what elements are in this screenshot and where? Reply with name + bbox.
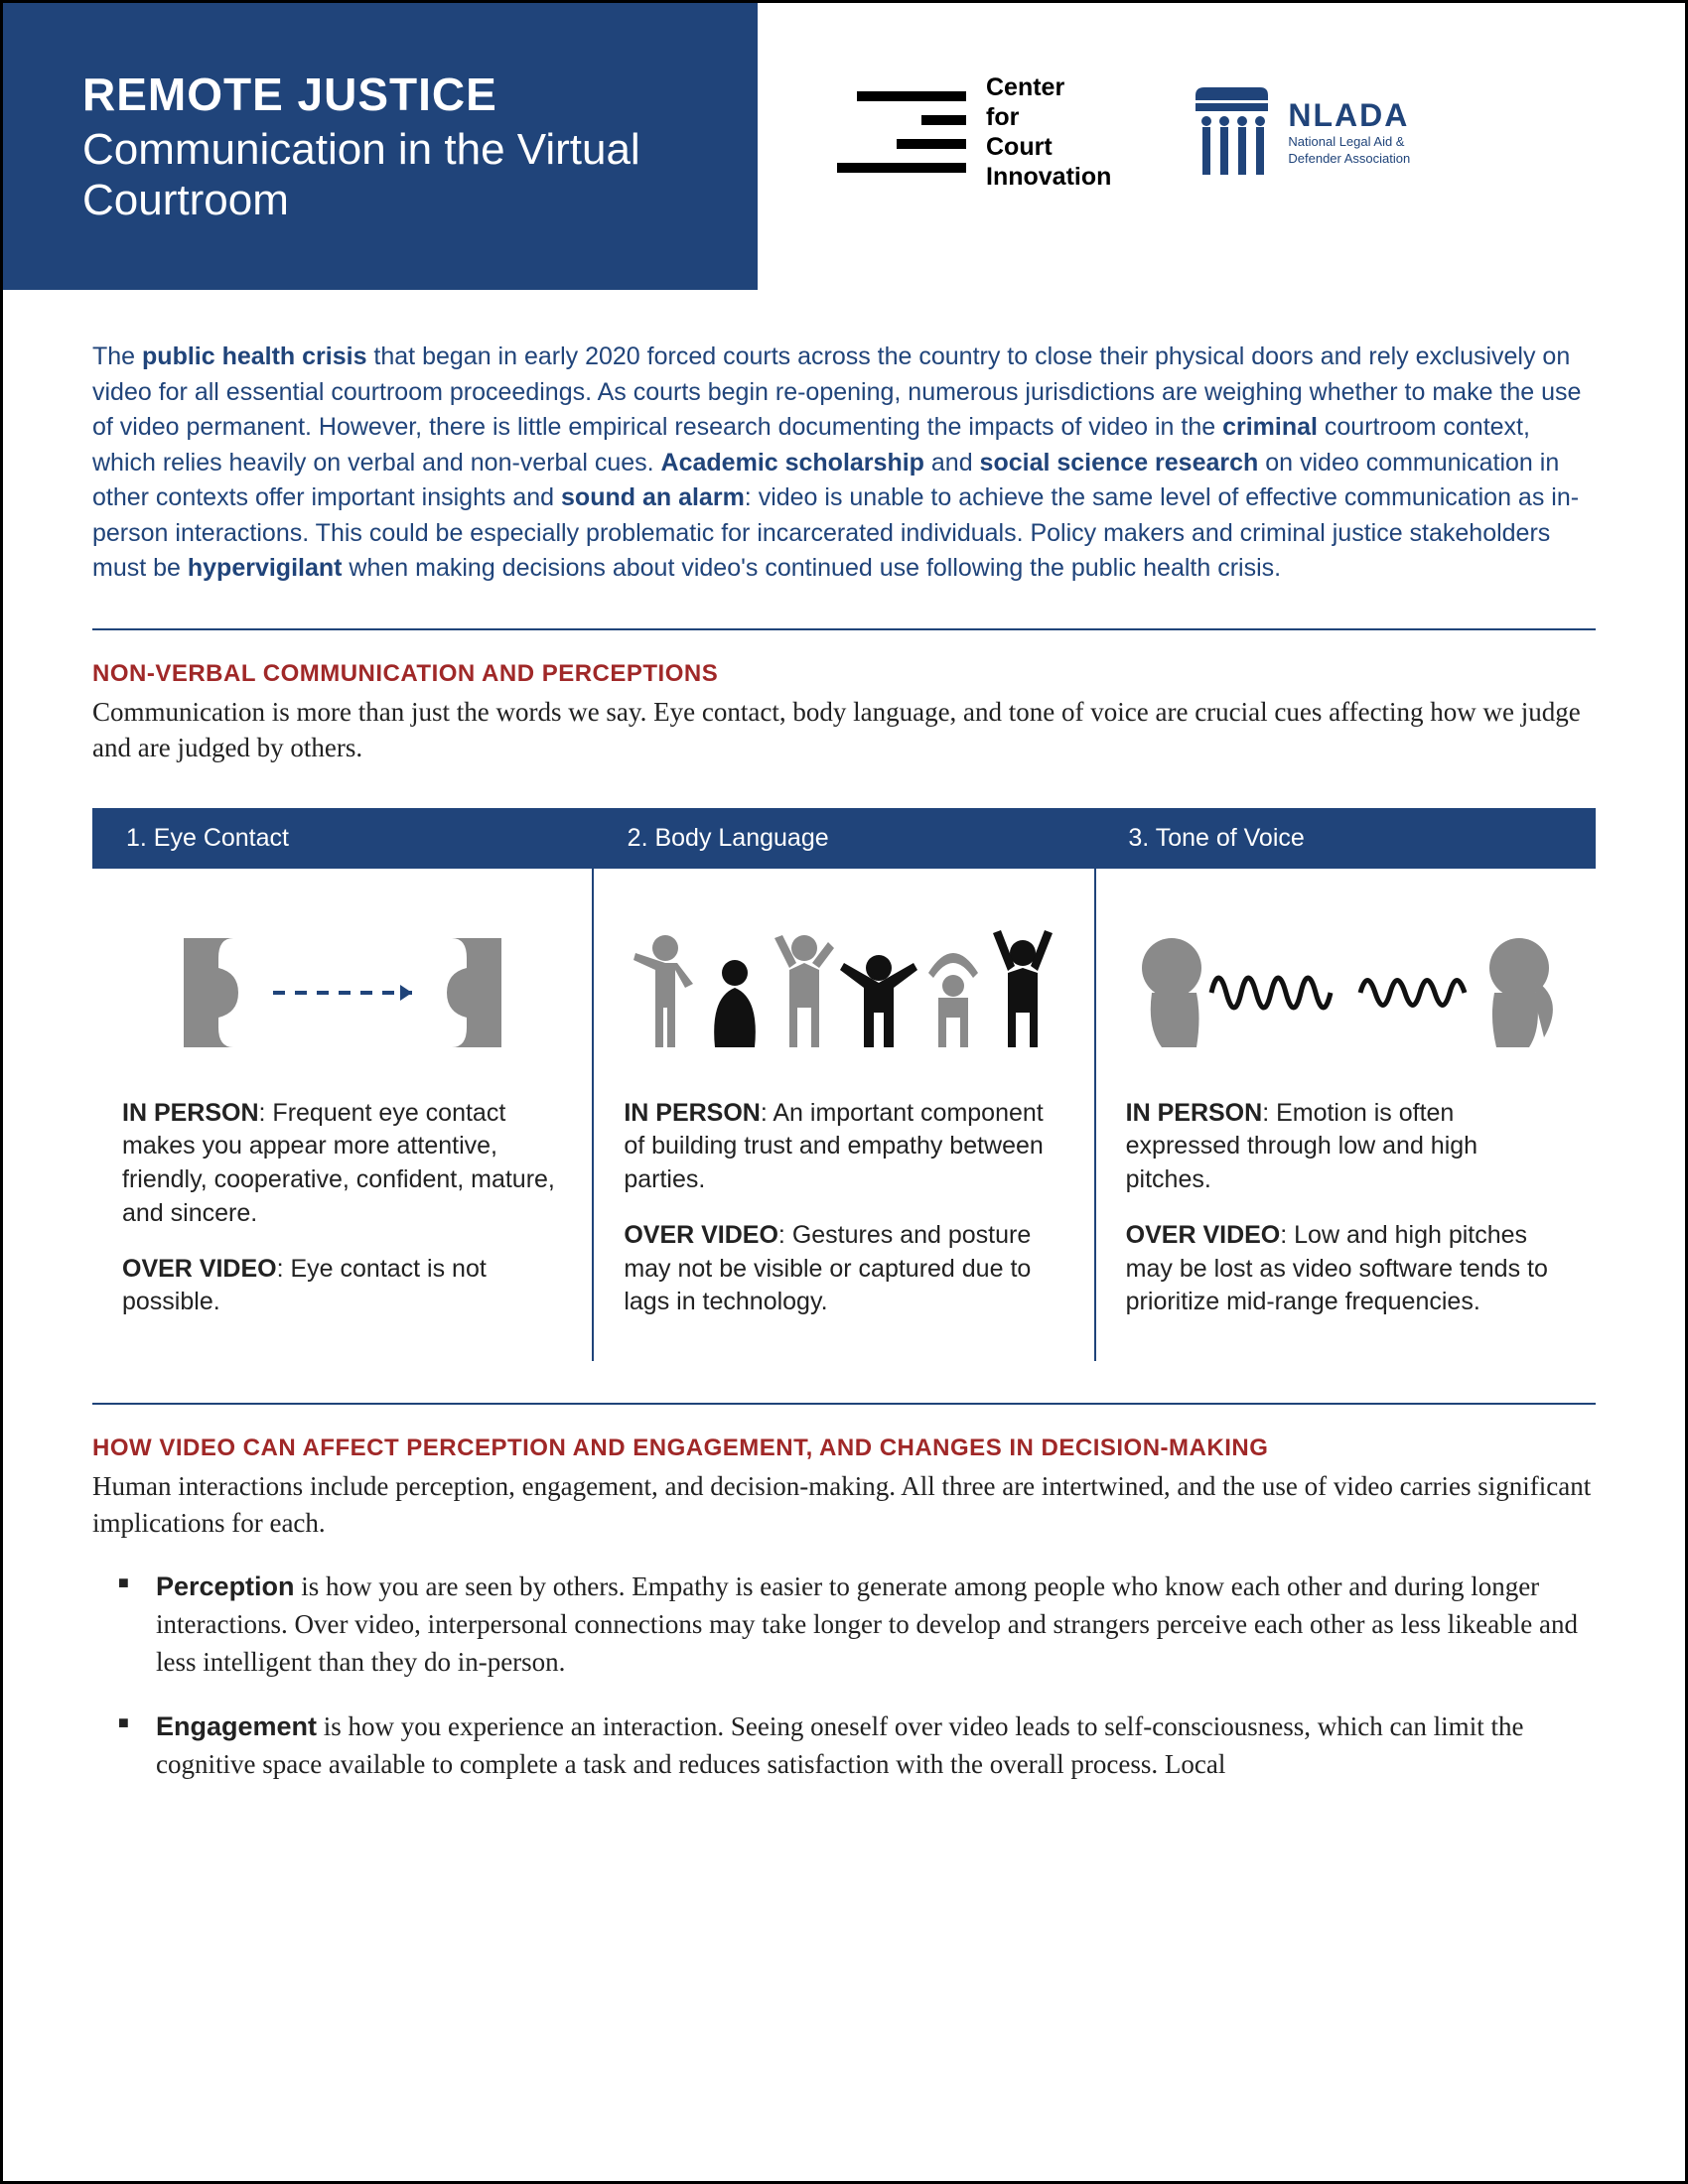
tab-eye-contact: 1. Eye Contact bbox=[92, 824, 594, 853]
header: REMOTE JUSTICE Communication in the Virt… bbox=[3, 3, 1685, 290]
nlada-text: NLADA National Legal Aid & Defender Asso… bbox=[1288, 97, 1410, 168]
eye-contact-icon bbox=[122, 908, 562, 1077]
tab-body-language: 2. Body Language bbox=[594, 824, 1095, 853]
bullet-engagement: Engagement is how you experience an inte… bbox=[128, 1708, 1596, 1784]
divider bbox=[92, 628, 1596, 630]
title-block: REMOTE JUSTICE Communication in the Virt… bbox=[3, 3, 758, 290]
col-tone-of-voice: IN PERSON: Emotion is often expressed th… bbox=[1094, 869, 1596, 1362]
col-eye-contact: IN PERSON: Frequent eye contact makes yo… bbox=[92, 869, 592, 1362]
body-language-icon bbox=[624, 908, 1063, 1077]
content: The public health crisis that began in e… bbox=[3, 290, 1685, 1784]
nlada-logo: NLADA National Legal Aid & Defender Asso… bbox=[1191, 85, 1410, 180]
section1-intro: Communication is more than just the word… bbox=[92, 694, 1596, 766]
bullet-list: Perception is how you are seen by others… bbox=[92, 1569, 1596, 1784]
tab-tone-of-voice: 3. Tone of Voice bbox=[1094, 824, 1596, 853]
divider bbox=[92, 1403, 1596, 1405]
bullet-perception: Perception is how you are seen by others… bbox=[128, 1569, 1596, 1681]
section2-intro: Human interactions include perception, e… bbox=[92, 1468, 1596, 1541]
cci-logo: Center for Court Innovation bbox=[837, 72, 1111, 192]
col-body-language: IN PERSON: An important component of bui… bbox=[592, 869, 1093, 1362]
col1-text: IN PERSON: Frequent eye contact makes yo… bbox=[122, 1097, 562, 1320]
cci-bars-icon bbox=[837, 91, 966, 173]
title-subtitle: Communication in the Virtual Courtroom bbox=[82, 125, 708, 225]
tabs-bar: 1. Eye Contact 2. Body Language 3. Tone … bbox=[92, 808, 1596, 869]
title-main: REMOTE JUSTICE bbox=[82, 68, 708, 121]
nlada-column-icon bbox=[1191, 85, 1270, 180]
section2-heading: HOW VIDEO CAN AFFECT PERCEPTION AND ENGA… bbox=[92, 1434, 1596, 1462]
col3-text: IN PERSON: Emotion is often expressed th… bbox=[1126, 1097, 1566, 1320]
section1-heading: NON-VERBAL COMMUNICATION AND PERCEPTIONS bbox=[92, 660, 1596, 688]
cci-text: Center for Court Innovation bbox=[986, 72, 1111, 192]
logos-row: Center for Court Innovation NLADA bbox=[758, 3, 1410, 192]
tone-of-voice-icon bbox=[1126, 908, 1566, 1077]
col2-text: IN PERSON: An important component of bui… bbox=[624, 1097, 1063, 1320]
columns: IN PERSON: Frequent eye contact makes yo… bbox=[92, 869, 1596, 1362]
intro-paragraph: The public health crisis that began in e… bbox=[92, 340, 1596, 587]
